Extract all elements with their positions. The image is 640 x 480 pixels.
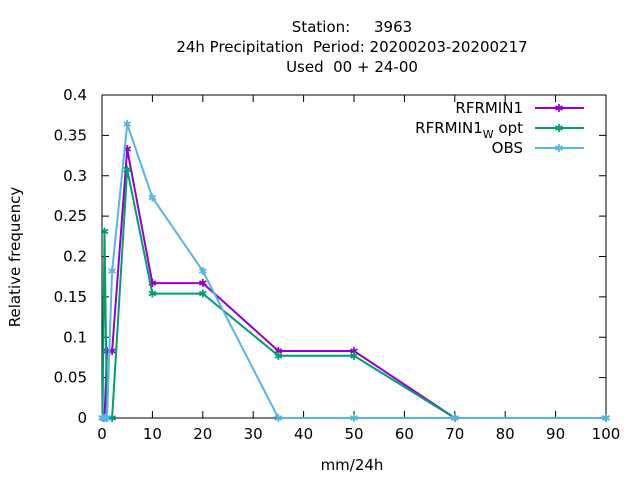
legend-label-rfrmin1-w-opt-subscript: W <box>483 128 494 141</box>
y-tick-label: 0.05 <box>54 369 87 387</box>
x-tick-label: 100 <box>592 425 621 443</box>
data-point: ✱ <box>98 412 107 425</box>
data-point: ✱ <box>198 277 207 290</box>
legend-entry-rfrmin1-w-opt: RFRMIN1W opt ✱ <box>415 119 584 141</box>
data-point: ✱ <box>198 288 207 301</box>
x-tick-label: 20 <box>193 425 212 443</box>
chart-title-line-3: Used 00 + 24-00 <box>286 58 418 76</box>
x-tick-label: 60 <box>395 425 414 443</box>
legend-marker-rfrmin1-w-opt: ✱ <box>554 122 563 135</box>
chart-title-line-2: 24h Precipitation Period: 20200203-20200… <box>176 38 527 56</box>
data-point: ✱ <box>349 350 358 363</box>
data-point: ✱ <box>107 345 116 358</box>
data-point: ✱ <box>107 412 116 425</box>
series-line <box>102 123 606 419</box>
legend-label-obs: OBS <box>492 139 523 157</box>
data-point: ✱ <box>274 350 283 363</box>
legend-marker-obs: ✱ <box>554 142 563 155</box>
y-tick-label: 0.3 <box>63 167 87 185</box>
y-tick-label: 0.1 <box>63 328 87 346</box>
y-tick-label: 0.4 <box>63 86 87 104</box>
data-point: ✱ <box>450 412 459 425</box>
data-point: ✱ <box>123 163 132 176</box>
y-axis-title: Relative frequency <box>6 187 24 328</box>
x-tick-label: 50 <box>344 425 363 443</box>
legend-label-rfrmin1: RFRMIN1 <box>455 99 523 117</box>
legend-label-rfrmin1-w-opt-suffix: opt <box>494 119 523 137</box>
data-point: ✱ <box>601 412 610 425</box>
legend-label-rfrmin1-w-opt-base: RFRMIN1 <box>415 119 483 137</box>
data-point: ✱ <box>148 192 157 205</box>
x-tick-label: 70 <box>445 425 464 443</box>
y-tick-label: 0.25 <box>54 207 87 225</box>
legend-entry-obs: OBS ✱ <box>492 139 584 157</box>
series-line <box>101 169 606 419</box>
data-point: ✱ <box>349 412 358 425</box>
legend-entry-rfrmin1: RFRMIN1 ✱ <box>455 99 584 117</box>
data-point: ✱ <box>198 265 207 278</box>
data-point: ✱ <box>100 225 109 238</box>
data-point: ✱ <box>123 118 132 131</box>
x-tick-label: 90 <box>546 425 565 443</box>
x-tick-label: 40 <box>294 425 313 443</box>
x-tick-label: 10 <box>143 425 162 443</box>
data-point: ✱ <box>148 277 157 290</box>
data-point: ✱ <box>349 345 358 358</box>
data-point: ✱ <box>100 412 109 425</box>
x-axis-title: mm/24h <box>321 456 384 474</box>
axis-ticks: 0 10 20 30 40 50 60 70 80 90 100 0 0.05 0.1 0.15 0.2 0.2… <box>54 86 621 443</box>
legend: RFRMIN1 ✱ RFRMIN1W opt ✱ OBS ✱ <box>415 99 584 157</box>
series-layer: ✱✱✱✱✱✱ ✱✱ ✱✱ ✱✱✱✱✱✱✱ ✱✱ ✱✱ ✱✱✱✱✱✱✱✱✱ ✱ ✱ ✱ <box>98 118 611 425</box>
data-point: ✱ <box>123 143 132 156</box>
data-point: ✱ <box>274 345 283 358</box>
x-tick-label: 0 <box>97 425 107 443</box>
x-tick-label: 30 <box>244 425 263 443</box>
y-tick-label: 0.2 <box>63 248 87 266</box>
legend-label-rfrmin1-w-opt: RFRMIN1W opt <box>415 119 523 141</box>
legend-marker-rfrmin1: ✱ <box>554 102 563 115</box>
data-point: ✱ <box>107 265 116 278</box>
data-point: ✱ <box>102 412 111 425</box>
data-point: ✱ <box>148 288 157 301</box>
series-2: ✱✱✱✱✱✱✱✱ ✱ ✱ ✱ <box>98 118 611 425</box>
y-tick-label: 0.15 <box>54 288 87 306</box>
y-tick-label: 0.35 <box>54 126 87 144</box>
chart-title-line-1: Station: 3963 <box>292 18 412 36</box>
x-tick-label: 80 <box>496 425 515 443</box>
data-point: ✱ <box>274 412 283 425</box>
y-tick-label: 0 <box>77 409 87 427</box>
